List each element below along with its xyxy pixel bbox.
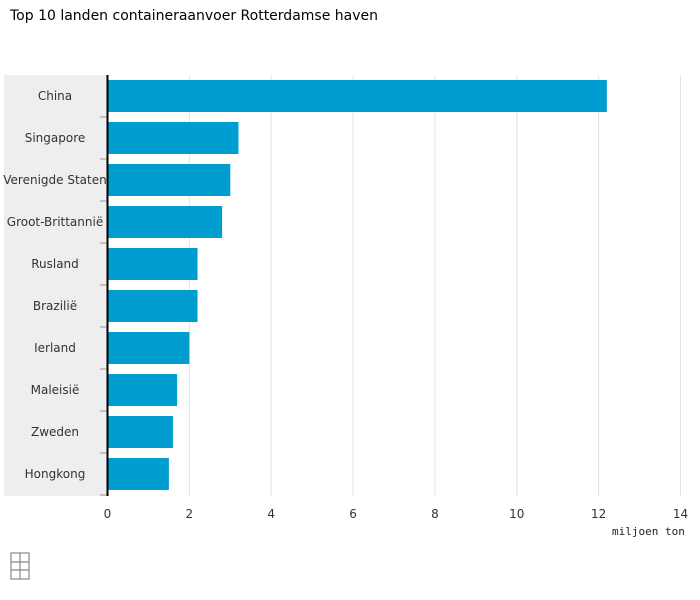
bars (107, 80, 607, 490)
bar (107, 332, 190, 364)
category-label: Ierland (34, 341, 76, 355)
bar (107, 290, 198, 322)
x-tick-label: 10 (509, 507, 524, 521)
x-tick-label: 12 (591, 507, 606, 521)
category-label: Rusland (31, 257, 79, 271)
x-tick-label: 4 (267, 507, 275, 521)
bar (107, 80, 607, 112)
x-tick-label: 0 (104, 507, 112, 521)
x-tick-label: 14 (673, 507, 688, 521)
bar (107, 458, 169, 490)
category-label: Maleisië (31, 383, 80, 397)
x-axis-unit-label: miljoen ton (612, 525, 685, 538)
gridlines (188, 75, 681, 496)
category-label: Verenigde Staten (3, 173, 106, 187)
bar (107, 248, 198, 280)
chart-title: Top 10 landen containeraanvoer Rotterdam… (10, 8, 378, 24)
x-tick-label: 8 (431, 507, 439, 521)
bar (107, 374, 178, 406)
bar (107, 416, 173, 448)
category-label-band (4, 75, 107, 496)
category-label: Hongkong (25, 467, 86, 481)
category-label: Singapore (25, 131, 86, 145)
bar (107, 206, 223, 238)
x-tick-label: 2 (186, 507, 194, 521)
bar (107, 164, 231, 196)
x-tick-label: 6 (349, 507, 357, 521)
bar (107, 122, 239, 154)
category-label: Brazilië (33, 299, 77, 313)
x-axis-ticks: 0 2 4 6 8 10 12 14 (104, 507, 688, 521)
category-labels: China Singapore Verenigde Staten Groot-Brit… (3, 89, 107, 496)
category-label: Groot-Brittannië (7, 215, 103, 229)
category-label: Zweden (31, 425, 79, 439)
cbs-logo (10, 552, 30, 580)
category-label: China (38, 89, 72, 103)
